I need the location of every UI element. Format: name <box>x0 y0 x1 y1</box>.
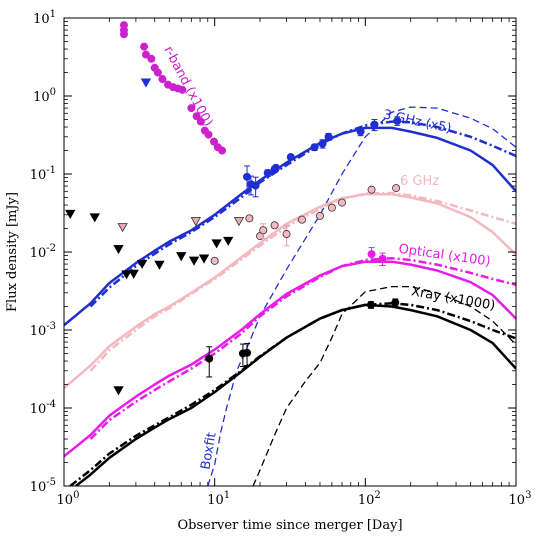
upper-limit-point <box>121 270 132 280</box>
upper-limit-point <box>211 239 222 249</box>
data-point <box>298 215 307 224</box>
data-point <box>282 230 291 239</box>
ticks-layer <box>63 17 517 487</box>
data-point <box>259 226 268 235</box>
data-point <box>141 50 150 59</box>
upper-limit-point <box>117 223 128 233</box>
data-point <box>393 116 402 125</box>
model-line-3 <box>64 193 516 390</box>
x-tick-label: 101 <box>207 490 230 508</box>
model-line-9 <box>252 285 516 486</box>
y-tick-label: 10-3 <box>30 321 56 339</box>
data-point <box>187 104 196 113</box>
data-point <box>140 42 149 51</box>
x-tick-label: 102 <box>358 490 381 508</box>
model-line-1 <box>89 120 516 308</box>
y-tick-label: 10-5 <box>30 477 56 495</box>
upper-limit-point <box>190 217 202 227</box>
data-point <box>367 185 376 194</box>
data-point <box>192 112 201 121</box>
data-point <box>356 127 365 136</box>
data-point <box>251 181 260 190</box>
points-layer <box>65 21 402 396</box>
series-layer <box>64 106 516 486</box>
upper-limit-point <box>89 213 100 223</box>
data-point <box>370 120 379 129</box>
data-point <box>147 54 156 63</box>
data-point <box>310 143 319 152</box>
data-point <box>210 256 219 265</box>
data-point <box>270 221 279 230</box>
upper-limit-point <box>136 259 148 269</box>
data-point <box>337 198 346 207</box>
data-point <box>327 203 336 212</box>
y-tick-label: 10-4 <box>30 399 56 417</box>
x-axis-label: Observer time since merger [Day] <box>177 518 402 533</box>
y-tick-label: 100 <box>33 87 56 105</box>
data-point <box>271 163 280 172</box>
data-point <box>378 254 387 263</box>
model-line-6 <box>89 257 516 440</box>
data-point <box>218 146 227 155</box>
x-tick-label: 103 <box>509 490 532 508</box>
data-point <box>263 168 272 177</box>
data-point <box>210 137 219 146</box>
x-tick-label: 100 <box>57 490 80 508</box>
data-point <box>178 85 187 94</box>
data-point <box>119 30 128 39</box>
data-point <box>153 68 162 77</box>
data-point <box>367 250 376 259</box>
data-point <box>318 139 327 148</box>
data-point <box>315 211 324 220</box>
data-point <box>286 153 295 162</box>
data-point <box>158 75 167 84</box>
model-line-8 <box>69 302 516 486</box>
data-point <box>324 132 333 141</box>
upper-limit-point <box>223 236 234 246</box>
y-tick-label: 10-2 <box>30 243 56 261</box>
data-point <box>243 172 252 181</box>
tick-labels-layer: 100 101 102 103 10-5 10-4 10-3 10-2 10-1 100 101 <box>30 9 532 508</box>
upper-limit-point <box>188 256 200 266</box>
upper-limit-point <box>176 252 187 262</box>
data-point <box>196 117 205 126</box>
upper-limit-point <box>198 254 210 264</box>
y-axis-label: Flux density [mJy] <box>5 192 20 312</box>
upper-limit-point <box>65 209 76 219</box>
data-point <box>204 130 213 139</box>
annotation-boxfit: Boxfit <box>198 431 219 470</box>
upper-limit-point <box>154 260 165 270</box>
data-point <box>392 184 401 193</box>
upper-limit-point <box>113 244 124 255</box>
model-line-2 <box>207 106 516 486</box>
data-point <box>366 300 375 309</box>
annotation-6-ghz: 6 GHz <box>400 174 439 189</box>
y-tick-label: 101 <box>33 9 56 27</box>
upper-limit-point <box>233 217 245 227</box>
upper-limit-point <box>140 78 152 88</box>
data-point <box>243 348 252 357</box>
y-tick-label: 10-1 <box>30 165 56 183</box>
model-line-5 <box>64 260 516 458</box>
data-point <box>391 298 400 307</box>
data-point <box>205 354 214 363</box>
upper-limit-point <box>128 269 139 279</box>
data-point <box>245 214 254 223</box>
upper-limit-point <box>113 386 124 396</box>
